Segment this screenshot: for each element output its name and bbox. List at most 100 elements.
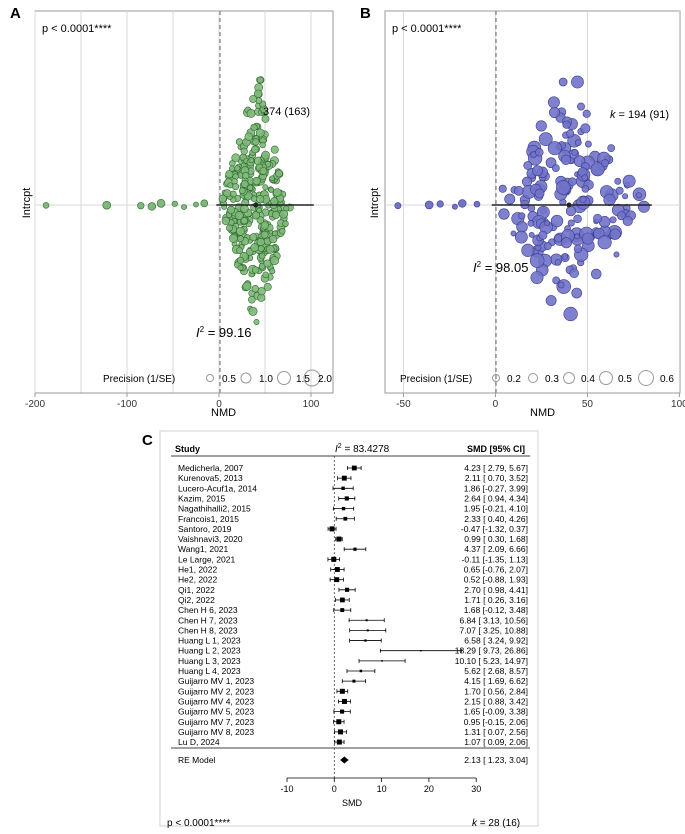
forest-estimate-square [364,639,367,642]
b-point [550,214,564,228]
forest-study-name: Nagathihalli2, 2015 [178,504,251,514]
forest-smd-ci: 1.31 [ 0.07, 2.56] [464,727,528,737]
b-point [532,165,543,177]
panel-c-label: C [142,432,153,449]
forest-smd-ci: 10.10 [ 5.23, 14.97] [455,656,528,666]
forest-study-name: Huang L 4, 2023 [178,666,241,676]
forest-smd-ci: 7.07 [ 3.25, 10.88] [459,625,528,635]
forest-smd-ci: 2.70 [ 0.98, 4.41] [464,585,528,595]
b-point [571,148,579,156]
b-point [609,216,617,224]
forest-estimate-square [341,698,347,704]
panel-a-k-label: 374 (163) [263,106,310,118]
panel-c-rows: Medicherla, 2007 4.23 [ 2.79, 5.67]Kureno… [178,463,528,747]
panel-b-precision-val-2: 0.3 [545,374,559,385]
panel-b-xlabel: NMD [530,407,555,419]
forest-smd-ci: 1.86 [-0.27, 3.99] [464,483,528,493]
panel-a-label: A [10,5,21,22]
panel-a-precision-label: Precision (1/SE) [103,374,175,385]
b-point [529,253,545,268]
b-x-tick-label: 0 [493,399,499,410]
b-point [609,228,621,240]
panel-b-points [394,75,650,322]
b-point [571,287,583,299]
a-point [239,187,246,194]
forest-study-name: He1, 2022 [178,565,217,575]
a-point [255,128,265,138]
a-point [242,171,250,180]
panel-a-summary-estimate [253,202,259,208]
panel-c-x-axis: -10 0 10 20 30 [280,777,481,794]
forest-row: Huang L 3, 2023 10.10 [ 5.23, 14.97] [178,656,528,666]
forest-re-diamond [340,756,349,764]
forest-smd-ci: 1.95 [-0.21, 4.10] [464,504,528,514]
forest-study-name: Le Large, 2021 [178,554,235,564]
a-point [279,227,286,235]
forest-study-name: Chen H 8, 2023 [178,625,238,635]
b-point [573,214,582,224]
b-point [584,140,592,148]
panel-a-precision-circle-3 [277,371,291,385]
b-point [551,164,560,173]
forest-estimate-square [341,486,345,491]
panel-b: B p < 0.0001**** Intrcpt k = 194 (91) I2… [360,5,685,419]
b-point [473,200,481,208]
a-point [226,205,236,214]
b-point [568,177,577,186]
b-point [622,174,636,188]
panel-a-xlabel: NMD [211,407,236,419]
panel-a-x-axis: -200 -100 0 100 [25,392,333,410]
forest-smd-ci: 4.37 [ 2.09, 6.66] [464,544,528,554]
b-point [603,193,616,206]
forest-study-name: Huang L 2, 2023 [178,646,241,656]
b-point [601,159,609,168]
a-point [262,271,269,279]
a-point [225,170,234,179]
a-point [236,247,244,254]
b-point [582,109,591,118]
b-point [557,281,565,289]
a-point [251,284,260,293]
b-point [590,162,605,177]
panel-b-i2-sup: 2 [477,260,482,269]
a-point [251,145,259,154]
b-point [613,251,620,258]
a-point [137,202,145,210]
a-point [269,256,279,266]
panel-b-precision-val-4: 0.5 [618,374,632,385]
forest-smd-ci: 5.62 [ 2.68, 8.57] [464,666,528,676]
forest-smd-ci: 2.11 [ 0.70, 3.52] [465,473,528,483]
forest-study-name: Santoro, 2019 [178,524,232,534]
forest-row: Guijarro MV 1, 2023 4.15 [ 1.69, 6.62] [178,676,528,686]
panel-c-k-symbol: k [472,818,478,829]
a-point [147,202,157,211]
a-point [256,238,265,247]
panel-a-precision-val-2: 1.0 [259,374,273,385]
b-x-tick-label: -50 [396,399,411,410]
forest-row: Qi1, 2022 2.70 [ 0.98, 4.41] [178,585,528,595]
forest-row: Guijarro MV 2, 2023 1.70 [ 0.56, 2.84] [178,686,528,696]
forest-estimate-square [351,465,357,471]
a-point [261,114,270,123]
b-point [535,148,544,157]
forest-estimate-square [340,709,345,714]
forest-estimate-square [337,729,343,735]
a-point [171,200,178,207]
b-point [535,120,547,132]
forest-row: Medicherla, 2007 4.23 [ 2.79, 5.67] [178,463,528,473]
panel-a-i2-value: = 99.16 [204,325,251,340]
b-point [569,268,579,279]
panel-b-precision-circle-3 [563,372,575,384]
forest-estimate-square [336,739,342,745]
b-point [528,231,535,238]
a-point [253,319,260,325]
panel-a-precision-val-1: 0.5 [222,374,236,385]
forest-row: Vaishnavi3, 2020 0.99 [ 0.30, 1.68] [178,534,528,544]
a-point [263,282,272,291]
b-point [558,77,568,87]
forest-estimate-square [345,587,350,592]
b-point [516,221,528,233]
a-point [268,187,275,193]
b-point [554,259,562,266]
b-point [534,188,545,199]
